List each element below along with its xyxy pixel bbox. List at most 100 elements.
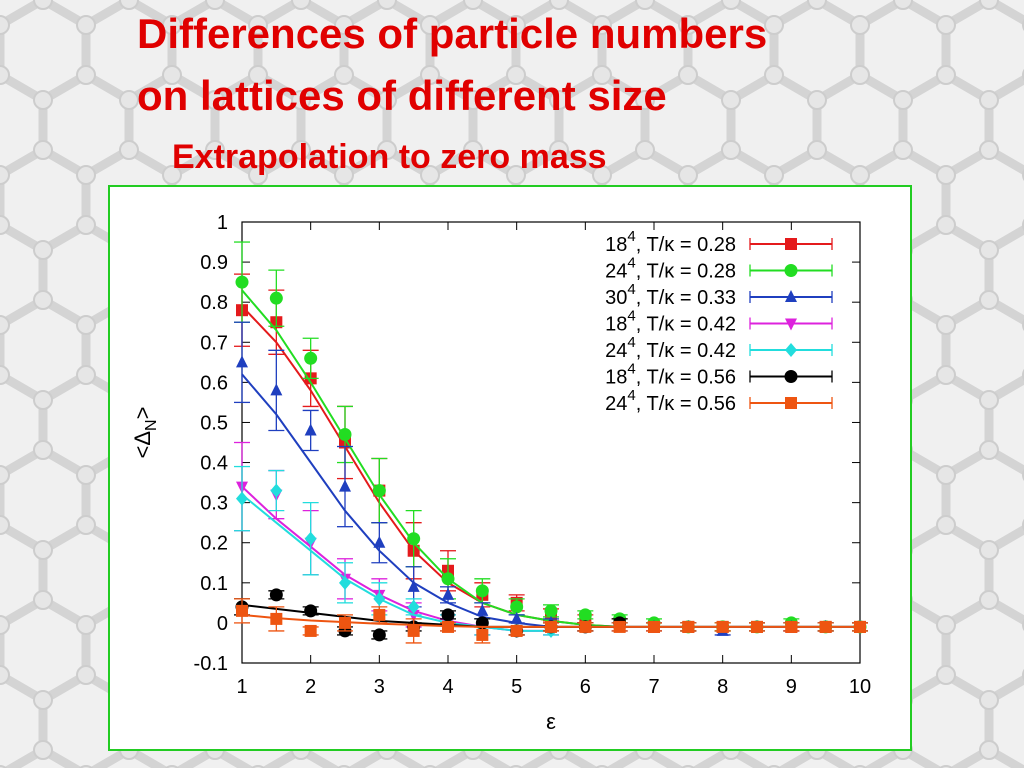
data-point [373,608,386,621]
data-point [304,423,317,436]
legend-marker [785,238,797,250]
x-tick-label: 10 [849,676,871,698]
legend-label: 184, T/κ = 0.56 [605,361,736,389]
legend-label: 304, T/κ = 0.33 [605,281,736,309]
legend-marker [785,343,797,357]
data-point [785,620,798,633]
chart-frame: 1 2 3 4 5 6 7 8 9 10 -0.1 0 0.1 0.2 0.3 0.4 0.5 0.6 0.7 0.8… [108,185,912,751]
data-point [236,604,248,617]
y-tick-label: 0.6 [200,372,228,394]
data-point [579,620,592,633]
data-point [373,591,386,606]
data-point [270,612,283,625]
data-point [441,572,455,586]
series-7 [234,598,868,644]
y-tick-label: 0.7 [200,332,228,354]
fit-curve [241,485,551,632]
y-tick-label: 0.3 [200,493,228,515]
x-tick-label: 9 [786,676,797,698]
data-point [269,291,283,305]
legend-label: 184, T/κ = 0.28 [605,228,736,256]
slide-title-line-2: on lattices of different size [137,72,667,119]
data-point [372,628,386,642]
data-point [235,275,249,289]
data-point [510,624,523,637]
data-point [338,427,352,441]
data-point [475,584,489,598]
data-point [373,535,386,548]
series-1 [234,273,868,633]
y-tick-label: 0.5 [200,412,228,434]
fit-curve [241,289,860,628]
slide-title-line-1: Differences of particle numbers [137,10,768,57]
series-2 [234,241,868,634]
x-axis-label: ε [546,709,556,734]
data-point [339,616,351,629]
data-point [751,620,763,633]
x-tick-label: 7 [648,676,659,698]
y-tick-label: 0 [217,613,228,635]
data-point [407,599,420,614]
legend-marker [785,397,797,409]
y-axis-label: <ΔN> [130,407,160,459]
data-point [270,383,283,396]
legend-marker [785,318,797,331]
data-point [442,620,454,633]
slide-subtitle: Extrapolation to zero mass [172,138,607,176]
data-point [407,624,420,637]
x-tick-label: 6 [580,676,591,698]
series-4 [234,441,559,638]
y-tick-label: -0.1 [194,653,228,675]
x-tick-label: 2 [305,676,316,698]
data-point [270,483,283,498]
data-point [510,611,523,624]
legend-marker [785,290,797,302]
x-tick-label: 8 [717,676,728,698]
data-point [407,532,421,546]
data-point [476,628,489,641]
data-point [442,587,454,600]
legend-marker [784,264,798,277]
fit-curve [241,373,860,628]
y-tick-label: 1 [217,212,228,234]
legend-label: 244, T/κ = 0.28 [605,255,736,283]
data-point [578,608,592,622]
legend-label: 244, T/κ = 0.42 [605,334,736,362]
data-point [476,603,489,616]
data-point [682,620,695,633]
data-point [716,620,729,633]
data-point [304,604,318,618]
data-point [372,484,386,498]
plot-area-border [241,221,861,664]
data-point [304,351,318,365]
data-point [545,620,557,633]
fit-curve [241,305,860,628]
data-point [269,588,283,602]
fit-curve [241,493,551,632]
legend-label: 244, T/κ = 0.56 [605,387,736,415]
data-point [407,579,420,592]
data-point [339,479,351,492]
series-3 [234,321,868,636]
legend-label: 184, T/κ = 0.42 [605,308,736,336]
data-point [648,620,660,633]
y-tick-label: 0.1 [200,573,228,595]
y-tick-label: 0.4 [200,453,228,475]
data-point [441,608,455,622]
x-tick-label: 1 [236,676,247,698]
data-point [304,531,317,546]
data-point [854,620,866,633]
data-point [236,491,248,506]
data-point [613,620,626,633]
data-point [544,604,558,618]
x-tick-label: 5 [511,676,522,698]
y-tick-label: 0.8 [200,292,228,314]
data-point [819,620,832,633]
chart-svg: 1 2 3 4 5 6 7 8 9 10 -0.1 0 0.1 0.2 0.3 0.4 0.5 0.6 0.7 0.8… [130,212,871,734]
legend-marker [784,370,798,383]
y-tick-label: 0.9 [200,252,228,274]
x-tick-label: 4 [442,676,453,698]
y-tick-label: 0.2 [200,533,228,555]
x-tick-label: 3 [374,676,385,698]
